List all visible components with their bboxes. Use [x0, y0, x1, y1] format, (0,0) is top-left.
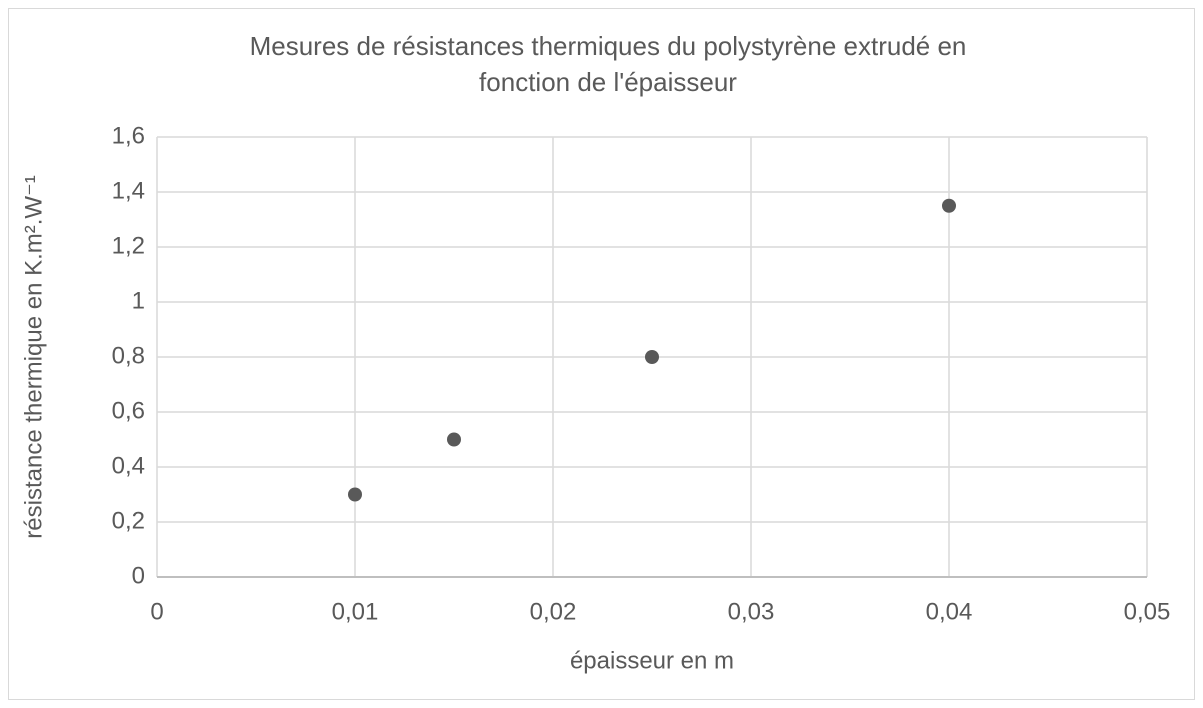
x-tick-label: 0,05	[1124, 598, 1171, 625]
point	[447, 432, 461, 447]
x-tick-label: 0	[150, 598, 163, 625]
y-tick-label: 1,2	[112, 232, 145, 259]
y-tick-label: 0,4	[112, 452, 145, 479]
x-axis-title: épaisseur en m	[570, 647, 734, 674]
y-tick-label: 1,4	[112, 177, 145, 204]
y-tick-label: 0,2	[112, 507, 145, 534]
x-tick-label: 0,01	[332, 598, 379, 625]
y-tick-label: 1	[132, 287, 145, 314]
chart-border	[8, 8, 1195, 700]
x-tick-label: 0,03	[728, 598, 775, 625]
x-tick-label: 0,04	[926, 598, 973, 625]
y-tick-label: 1,6	[112, 122, 145, 149]
y-tick-label: 0,8	[112, 342, 145, 369]
chart-title: fonction de l'épaisseur	[479, 67, 737, 97]
point	[942, 198, 956, 213]
point	[645, 350, 659, 364]
y-axis-title: résistance thermique en K.m².W⁻¹	[20, 175, 47, 538]
y-tick-label: 0,6	[112, 397, 145, 424]
x-tick-label: 0,02	[530, 598, 577, 625]
y-tick-label: 0	[132, 562, 145, 589]
point	[348, 487, 362, 502]
chart-title: Mesures de résistances thermiques du pol…	[250, 31, 967, 61]
